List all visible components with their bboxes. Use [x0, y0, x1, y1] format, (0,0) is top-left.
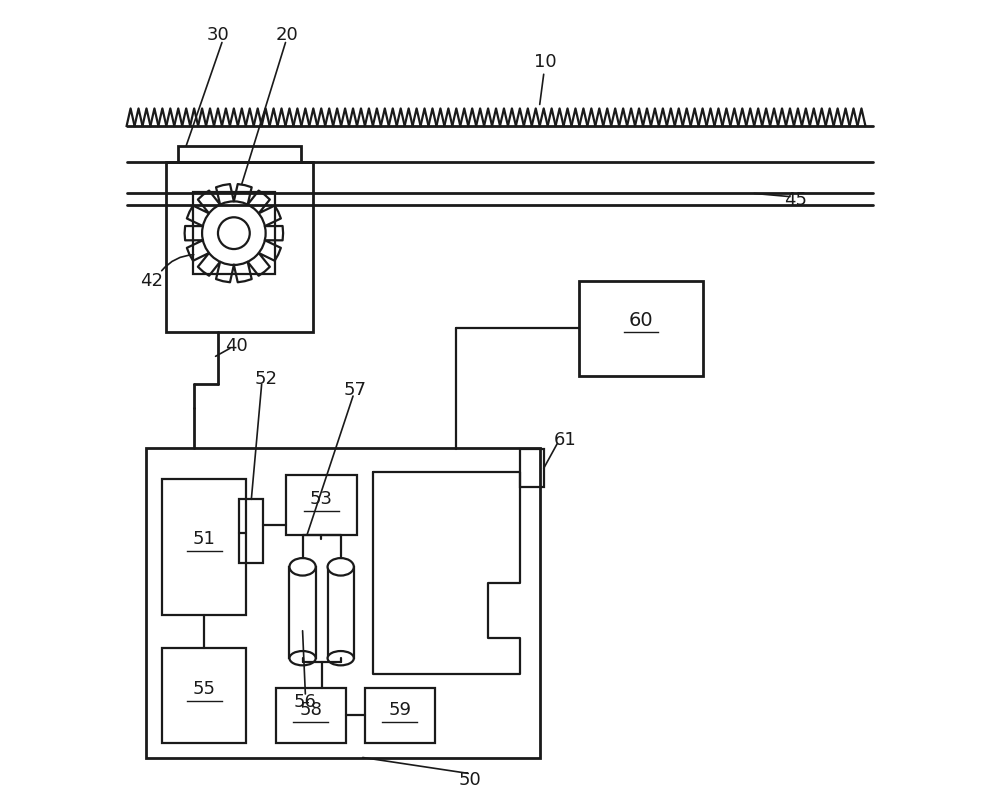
Text: 42: 42 — [141, 272, 164, 290]
Ellipse shape — [289, 651, 316, 666]
Text: 20: 20 — [276, 26, 298, 43]
Text: 45: 45 — [784, 190, 807, 209]
Bar — [193, 192, 275, 274]
Bar — [178, 146, 301, 162]
Text: 59: 59 — [388, 701, 411, 719]
Bar — [239, 499, 263, 563]
Bar — [328, 567, 354, 658]
Ellipse shape — [328, 558, 354, 575]
Bar — [520, 450, 544, 487]
Bar — [286, 475, 357, 535]
Bar — [162, 648, 246, 743]
Text: 58: 58 — [299, 701, 322, 719]
Text: 61: 61 — [554, 430, 577, 449]
Ellipse shape — [289, 558, 316, 575]
Bar — [166, 162, 313, 333]
Text: 52: 52 — [255, 370, 278, 387]
Bar — [276, 687, 346, 743]
Bar — [162, 479, 246, 614]
Text: 51: 51 — [193, 530, 216, 548]
Text: 40: 40 — [225, 337, 248, 355]
Text: 30: 30 — [207, 26, 229, 43]
Ellipse shape — [328, 651, 354, 666]
Bar — [289, 567, 316, 658]
Text: 50: 50 — [458, 770, 481, 789]
Text: 56: 56 — [294, 693, 317, 711]
Bar — [579, 281, 703, 376]
Bar — [146, 448, 540, 758]
Text: 57: 57 — [344, 381, 367, 398]
Text: 55: 55 — [193, 680, 216, 698]
Text: 53: 53 — [310, 490, 333, 508]
Bar — [365, 687, 435, 743]
Text: 60: 60 — [629, 311, 653, 330]
Text: 10: 10 — [534, 54, 557, 71]
